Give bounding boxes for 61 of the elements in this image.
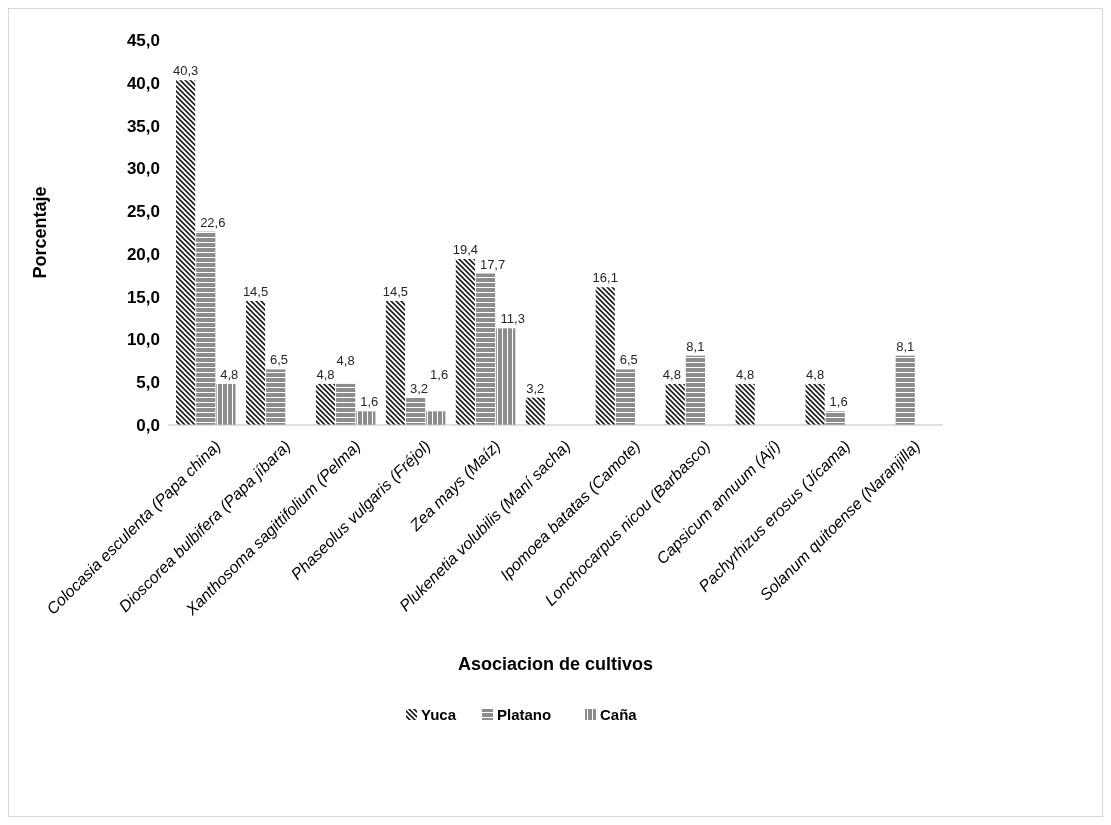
legend-label: Yuca xyxy=(421,706,457,724)
y-tick-label: 35,0 xyxy=(126,116,160,136)
y-tick-label: 15,0 xyxy=(126,287,160,307)
data-label: 11,3 xyxy=(500,311,525,327)
data-label: 4,8 xyxy=(736,366,755,382)
data-label: 22,6 xyxy=(200,214,226,230)
bar xyxy=(196,231,216,425)
data-label: 14,5 xyxy=(382,283,409,299)
data-label: 4,8 xyxy=(316,366,335,382)
data-label: 14,5 xyxy=(242,283,269,299)
bar xyxy=(496,328,516,425)
data-label: 3,2 xyxy=(526,380,545,396)
bar xyxy=(176,80,196,425)
data-label: 4,8 xyxy=(806,366,825,382)
bar xyxy=(216,383,236,425)
y-tick-label: 20,0 xyxy=(126,244,160,264)
data-label: 6,5 xyxy=(270,352,289,368)
bar xyxy=(336,383,356,425)
bar xyxy=(595,287,615,425)
bar xyxy=(685,355,705,425)
x-axis-title: Asociacion de cultivos xyxy=(457,654,654,674)
y-tick-label: 30,0 xyxy=(126,159,160,179)
y-tick-label: 45,0 xyxy=(126,30,160,50)
y-tick-label: 10,0 xyxy=(126,330,160,350)
bar xyxy=(475,273,496,425)
data-label: 8,1 xyxy=(896,338,915,354)
data-label: 16,1 xyxy=(592,270,618,286)
data-label: 40,3 xyxy=(172,63,199,79)
data-label: 4,8 xyxy=(336,352,355,368)
bar xyxy=(615,369,636,425)
bar xyxy=(266,369,286,425)
y-tick-label: 0,0 xyxy=(136,415,160,435)
data-label: 19,4 xyxy=(452,242,479,258)
legend-label: Platano xyxy=(497,706,552,724)
bar xyxy=(315,383,336,425)
data-label: 6,5 xyxy=(619,352,638,368)
data-label: 1,6 xyxy=(829,394,848,410)
data-label: 17,7 xyxy=(479,256,506,272)
data-label: 4,8 xyxy=(662,366,681,382)
y-axis-title: Porcentaje xyxy=(30,186,50,279)
data-label: 4,8 xyxy=(220,366,239,382)
legend-label: Caña xyxy=(600,706,638,724)
bar xyxy=(895,355,915,425)
bar xyxy=(356,411,376,425)
y-tick-label: 25,0 xyxy=(126,202,160,222)
bar xyxy=(426,411,446,425)
bar xyxy=(805,383,825,425)
bar xyxy=(525,397,545,425)
data-label: 1,6 xyxy=(360,394,379,410)
data-label: 3,2 xyxy=(409,380,429,396)
bar xyxy=(455,259,475,425)
bar xyxy=(665,383,685,425)
data-label: 1,6 xyxy=(430,366,449,382)
y-tick-label: 5,0 xyxy=(136,373,160,393)
bar xyxy=(825,411,845,425)
bar xyxy=(245,300,266,425)
bar xyxy=(385,300,406,425)
bar xyxy=(406,397,426,425)
bar xyxy=(735,383,755,425)
data-label: 8,1 xyxy=(686,338,705,354)
y-tick-label: 40,0 xyxy=(126,73,160,93)
